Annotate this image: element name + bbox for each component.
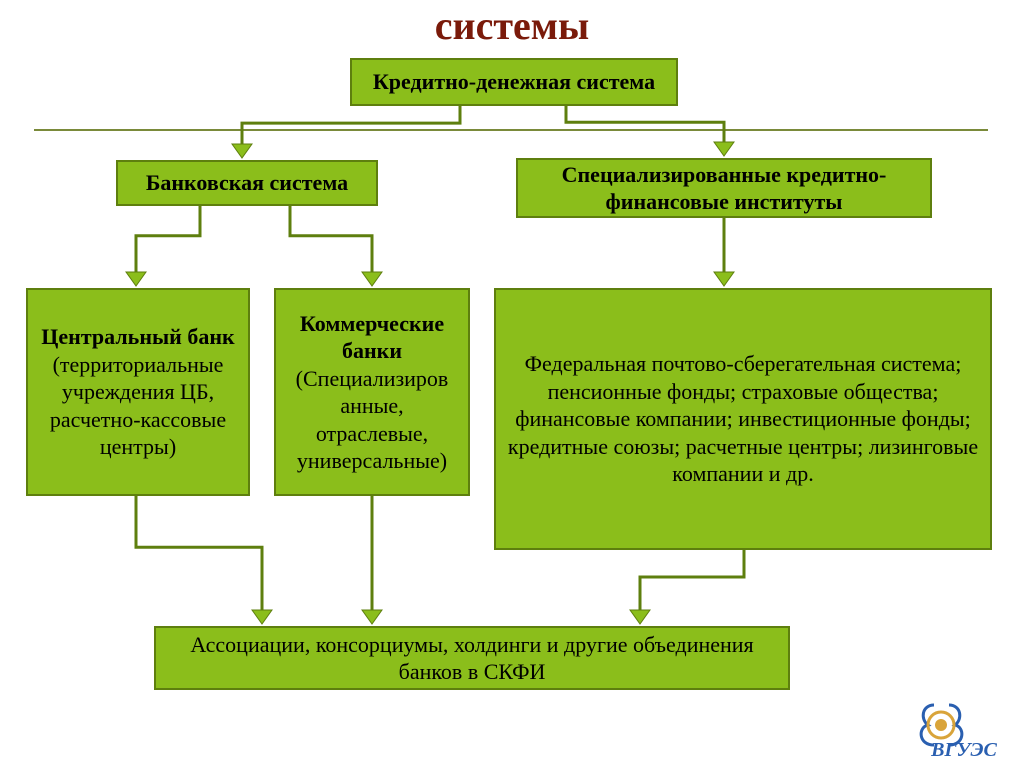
box-cb-title: Центральный банк [41,323,234,351]
box-skfi-title: Специализированные кредитно-финансовые и… [526,161,922,216]
arrow-cb-assoc [136,496,272,624]
box-comm: Коммерческие банки(Специализированные, о… [274,288,470,496]
box-skfi: Специализированные кредитно-финансовые и… [516,158,932,218]
box-bank: Банковская система [116,160,378,206]
box-root-title: Кредитно-денежная система [373,68,655,96]
arrow-bank-cb [126,206,200,286]
arrow-bank-comm [290,206,382,286]
box-bank-title: Банковская система [146,169,348,197]
logo: ВГУЭС [914,695,1014,760]
page-title: системы [0,0,1024,49]
box-assoc-body: Ассоциации, консорциумы, холдинги и друг… [164,631,780,686]
box-fed: Федеральная почтово-сберегательная систе… [494,288,992,550]
box-comm-body: (Специализированные, отраслевые, универс… [284,365,460,475]
box-cb-body: (территориальные учреждения ЦБ, расчетно… [36,351,240,461]
svg-text:ВГУЭС: ВГУЭС [930,739,997,760]
box-fed-body: Федеральная почтово-сберегательная систе… [504,350,982,488]
arrow-skfi-fed [714,218,734,286]
arrow-fed-assoc [630,550,744,624]
box-comm-title: Коммерческие банки [284,310,460,365]
box-cb: Центральный банк(территориальные учрежде… [26,288,250,496]
arrow-root-skfi [566,106,734,156]
box-assoc: Ассоциации, консорциумы, холдинги и друг… [154,626,790,690]
arrow-root-bank [232,106,460,158]
box-root: Кредитно-денежная система [350,58,678,106]
arrow-comm-assoc [362,496,382,624]
